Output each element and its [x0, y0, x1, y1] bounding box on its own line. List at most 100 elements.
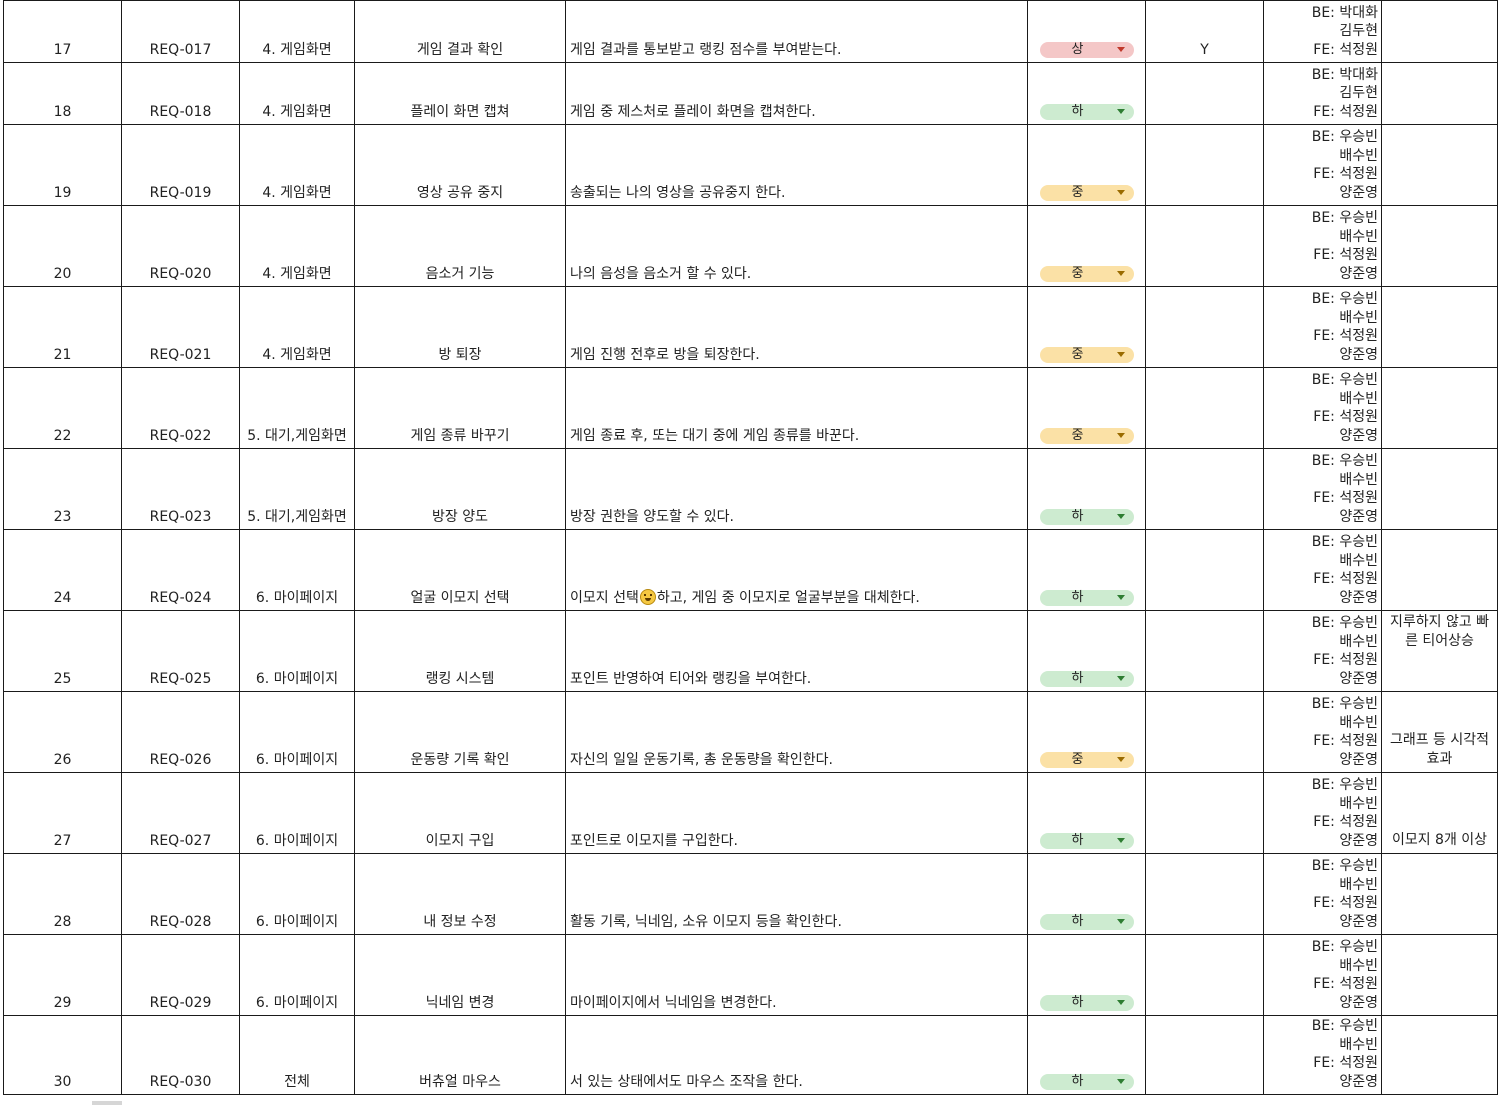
row-number-cell[interactable]: 28: [3, 853, 122, 935]
flag-cell[interactable]: [1145, 286, 1264, 368]
category-cell[interactable]: 6. 마이페이지: [239, 772, 355, 854]
dropdown-arrow-icon[interactable]: [1116, 271, 1125, 276]
category-cell[interactable]: 4. 게임화면: [239, 124, 355, 206]
feature-name-cell[interactable]: 이모지 구입: [354, 772, 566, 854]
row-number-cell[interactable]: 26: [3, 691, 122, 773]
note-cell[interactable]: [1381, 205, 1498, 287]
owner-cell[interactable]: BE: 우승빈 배수빈 FE: 석정원 양준영: [1263, 853, 1382, 935]
requirement-id-cell[interactable]: REQ-024: [121, 529, 240, 611]
row-number-cell[interactable]: 30: [3, 1015, 122, 1095]
dropdown-arrow-icon[interactable]: [1116, 47, 1125, 52]
description-cell[interactable]: 포인트로 이모지를 구입한다.: [565, 772, 1028, 854]
requirement-id-cell[interactable]: REQ-025: [121, 610, 240, 692]
flag-cell[interactable]: [1145, 853, 1264, 935]
owner-cell[interactable]: BE: 우승빈 배수빈 FE: 석정원 양준영: [1263, 772, 1382, 854]
requirement-id-cell[interactable]: REQ-023: [121, 448, 240, 530]
category-cell[interactable]: 4. 게임화면: [239, 62, 355, 125]
feature-name-cell[interactable]: 버츄얼 마우스: [354, 1015, 566, 1095]
owner-cell[interactable]: BE: 우승빈 배수빈 FE: 석정원 양준영: [1263, 124, 1382, 206]
description-cell[interactable]: 게임 종료 후, 또는 대기 중에 게임 종류를 바꾼다.: [565, 367, 1028, 449]
category-cell[interactable]: 전체: [239, 1015, 355, 1095]
dropdown-arrow-icon[interactable]: [1116, 919, 1125, 924]
category-cell[interactable]: 5. 대기,게임화면: [239, 367, 355, 449]
priority-cell[interactable]: 중: [1027, 367, 1146, 449]
category-cell[interactable]: 4. 게임화면: [239, 0, 355, 63]
note-cell[interactable]: [1381, 1015, 1498, 1095]
dropdown-arrow-icon[interactable]: [1116, 595, 1125, 600]
owner-cell[interactable]: BE: 우승빈 배수빈 FE: 석정원 양준영: [1263, 448, 1382, 530]
priority-dropdown[interactable]: 중: [1039, 347, 1134, 363]
requirement-id-cell[interactable]: REQ-021: [121, 286, 240, 368]
dropdown-arrow-icon[interactable]: [1116, 1079, 1125, 1084]
row-number-cell[interactable]: 29: [3, 934, 122, 1016]
flag-cell[interactable]: [1145, 367, 1264, 449]
priority-cell[interactable]: 중: [1027, 691, 1146, 773]
row-number-cell[interactable]: 20: [3, 205, 122, 287]
owner-cell[interactable]: BE: 우승빈 배수빈 FE: 석정원 양준영: [1263, 367, 1382, 449]
flag-cell[interactable]: Y: [1145, 0, 1264, 63]
description-cell[interactable]: 게임 중 제스처로 플레이 화면을 캡쳐한다.: [565, 62, 1028, 125]
priority-dropdown[interactable]: 상: [1039, 42, 1134, 58]
owner-cell[interactable]: BE: 우승빈 배수빈 FE: 석정원 양준영: [1263, 529, 1382, 611]
priority-dropdown[interactable]: 하: [1039, 914, 1134, 930]
note-cell[interactable]: [1381, 124, 1498, 206]
row-number-cell[interactable]: 24: [3, 529, 122, 611]
owner-cell[interactable]: BE: 우승빈 배수빈 FE: 석정원 양준영: [1263, 286, 1382, 368]
feature-name-cell[interactable]: 방 퇴장: [354, 286, 566, 368]
flag-cell[interactable]: [1145, 1015, 1264, 1095]
description-cell[interactable]: 송출되는 나의 영상을 공유중지 한다.: [565, 124, 1028, 206]
priority-cell[interactable]: 중: [1027, 124, 1146, 206]
priority-dropdown[interactable]: 하: [1039, 833, 1134, 849]
feature-name-cell[interactable]: 얼굴 이모지 선택: [354, 529, 566, 611]
dropdown-arrow-icon[interactable]: [1116, 514, 1125, 519]
feature-name-cell[interactable]: 음소거 기능: [354, 205, 566, 287]
owner-cell[interactable]: BE: 우승빈 배수빈 FE: 석정원 양준영: [1263, 1015, 1382, 1095]
requirement-id-cell[interactable]: REQ-030: [121, 1015, 240, 1095]
category-cell[interactable]: 6. 마이페이지: [239, 529, 355, 611]
category-cell[interactable]: 6. 마이페이지: [239, 610, 355, 692]
description-cell[interactable]: 게임 진행 전후로 방을 퇴장한다.: [565, 286, 1028, 368]
note-cell[interactable]: 그래프 등 시각적 효과: [1381, 691, 1498, 773]
row-number-cell[interactable]: 25: [3, 610, 122, 692]
requirement-id-cell[interactable]: REQ-027: [121, 772, 240, 854]
priority-cell[interactable]: 하: [1027, 529, 1146, 611]
requirement-id-cell[interactable]: REQ-028: [121, 853, 240, 935]
requirement-id-cell[interactable]: REQ-020: [121, 205, 240, 287]
flag-cell[interactable]: [1145, 529, 1264, 611]
priority-cell[interactable]: 하: [1027, 934, 1146, 1016]
priority-dropdown[interactable]: 하: [1039, 671, 1134, 687]
requirement-id-cell[interactable]: REQ-029: [121, 934, 240, 1016]
priority-cell[interactable]: 하: [1027, 610, 1146, 692]
note-cell[interactable]: 지루하지 않고 빠른 티어상승: [1381, 610, 1498, 692]
priority-dropdown[interactable]: 중: [1039, 752, 1134, 768]
priority-dropdown[interactable]: 하: [1039, 1074, 1134, 1090]
priority-dropdown[interactable]: 중: [1039, 428, 1134, 444]
description-cell[interactable]: 이모지 선택 하고, 게임 중 이모지로 얼굴부분을 대체한다.: [565, 529, 1028, 611]
priority-cell[interactable]: 하: [1027, 772, 1146, 854]
description-cell[interactable]: 자신의 일일 운동기록, 총 운동량을 확인한다.: [565, 691, 1028, 773]
priority-dropdown[interactable]: 중: [1039, 185, 1134, 201]
requirement-id-cell[interactable]: REQ-022: [121, 367, 240, 449]
description-cell[interactable]: 게임 결과를 통보받고 랭킹 점수를 부여받는다.: [565, 0, 1028, 63]
note-cell[interactable]: [1381, 934, 1498, 1016]
description-cell[interactable]: 마이페이지에서 닉네임을 변경한다.: [565, 934, 1028, 1016]
scroll-hint[interactable]: [92, 1101, 122, 1105]
note-cell[interactable]: [1381, 853, 1498, 935]
flag-cell[interactable]: [1145, 772, 1264, 854]
feature-name-cell[interactable]: 게임 결과 확인: [354, 0, 566, 63]
feature-name-cell[interactable]: 방장 양도: [354, 448, 566, 530]
category-cell[interactable]: 4. 게임화면: [239, 205, 355, 287]
feature-name-cell[interactable]: 닉네임 변경: [354, 934, 566, 1016]
priority-dropdown[interactable]: 하: [1039, 995, 1134, 1011]
priority-cell[interactable]: 하: [1027, 448, 1146, 530]
description-cell[interactable]: 방장 권한을 양도할 수 있다.: [565, 448, 1028, 530]
feature-name-cell[interactable]: 영상 공유 중지: [354, 124, 566, 206]
owner-cell[interactable]: BE: 우승빈 배수빈 FE: 석정원 양준영: [1263, 691, 1382, 773]
flag-cell[interactable]: [1145, 62, 1264, 125]
category-cell[interactable]: 6. 마이페이지: [239, 853, 355, 935]
priority-cell[interactable]: 하: [1027, 62, 1146, 125]
dropdown-arrow-icon[interactable]: [1116, 676, 1125, 681]
owner-cell[interactable]: BE: 우승빈 배수빈 FE: 석정원 양준영: [1263, 205, 1382, 287]
note-cell[interactable]: 이모지 8개 이상: [1381, 772, 1498, 854]
priority-cell[interactable]: 하: [1027, 853, 1146, 935]
